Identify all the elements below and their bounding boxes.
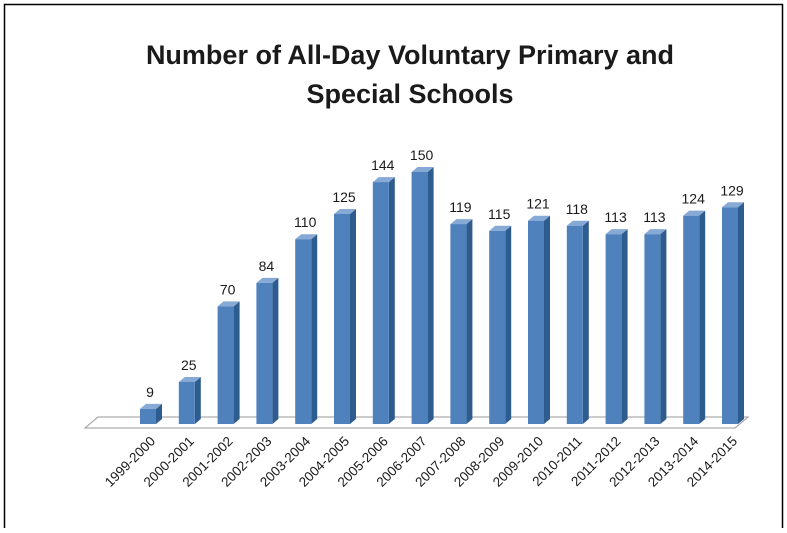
bar-side	[660, 229, 667, 424]
bar	[295, 239, 312, 424]
value-label: 119	[449, 199, 472, 215]
bar-top	[334, 209, 356, 214]
bar	[256, 282, 273, 424]
value-label: 113	[604, 209, 627, 225]
chart-title: Number of All-Day Voluntary Primary and	[146, 40, 674, 70]
bar-side	[311, 234, 318, 424]
bar-side	[582, 220, 589, 424]
bar-side	[699, 210, 706, 424]
value-label: 129	[720, 182, 744, 198]
bar-side	[505, 225, 512, 424]
value-label: 113	[643, 209, 666, 225]
bar-side	[738, 202, 744, 424]
bar-top	[683, 210, 706, 216]
bar	[566, 225, 583, 424]
bar-top	[372, 177, 395, 183]
bar-top	[140, 403, 162, 409]
bar-top	[528, 215, 550, 221]
value-label: 125	[332, 189, 356, 205]
value-label: 84	[259, 258, 275, 274]
bar-top	[722, 202, 744, 208]
bar-top	[217, 301, 240, 307]
bar	[372, 182, 389, 424]
bar-side	[233, 301, 240, 424]
bar-top	[178, 377, 201, 382]
bar-top	[644, 229, 667, 235]
value-label: 150	[410, 147, 434, 163]
bar-top	[411, 167, 434, 172]
bar-side	[388, 177, 395, 424]
chart-title: Special Schools	[306, 79, 513, 109]
bar-side	[427, 167, 434, 424]
bar-side	[621, 229, 628, 424]
value-label: 25	[181, 357, 197, 373]
value-label: 110	[294, 214, 317, 230]
value-label: 115	[488, 206, 511, 222]
bar	[411, 172, 428, 424]
bar	[334, 214, 350, 424]
bar-top	[450, 219, 473, 225]
bar	[644, 234, 661, 424]
value-label: 124	[682, 191, 706, 207]
bar	[528, 220, 544, 424]
bar-side	[350, 209, 356, 424]
bar	[489, 230, 506, 424]
bar-side	[156, 403, 162, 424]
bar	[450, 224, 467, 424]
value-label: 144	[371, 157, 395, 173]
bar-side	[466, 219, 473, 424]
bar	[217, 306, 234, 424]
bar-top	[295, 234, 318, 240]
value-label: 9	[146, 384, 154, 400]
bar	[605, 234, 622, 424]
bar-top	[256, 277, 279, 283]
value-label: 121	[526, 196, 550, 212]
bar	[683, 215, 700, 424]
value-label: 70	[220, 281, 236, 297]
bar-top	[489, 225, 512, 231]
bar-side	[544, 215, 550, 424]
bar-top	[605, 229, 628, 235]
bar	[178, 382, 195, 424]
bar-top	[566, 220, 589, 226]
bar-side	[194, 377, 201, 424]
bar	[722, 207, 738, 424]
bar-side	[272, 277, 279, 424]
value-label: 118	[566, 201, 589, 217]
bar	[140, 408, 156, 424]
